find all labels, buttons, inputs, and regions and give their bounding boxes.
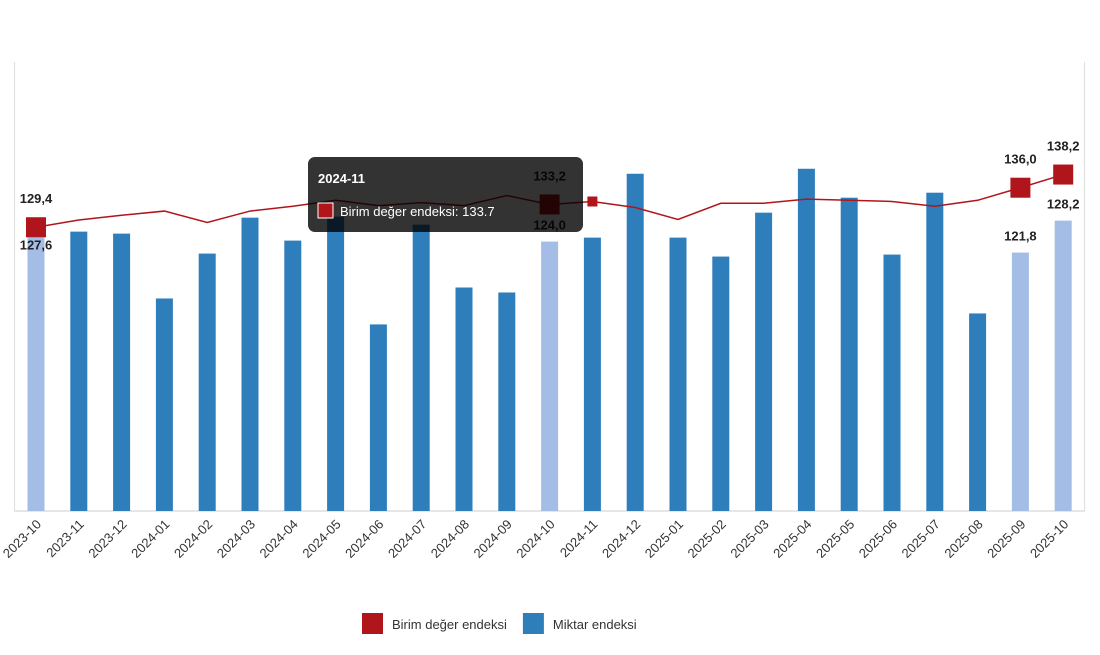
bar xyxy=(626,173,644,512)
legend-label: Miktar endeksi xyxy=(553,617,637,632)
tooltip-text: Birim değer endeksi: 133.7 xyxy=(340,204,495,219)
x-tick-label: 2025-09 xyxy=(984,517,1028,561)
x-tick-label: 2024-10 xyxy=(513,517,557,561)
line-marker xyxy=(1053,164,1074,185)
bar xyxy=(969,313,987,511)
bar xyxy=(883,254,901,511)
x-tick-label: 2025-03 xyxy=(727,517,771,561)
tooltip-swatch xyxy=(317,202,334,219)
x-tick-label: 2024-03 xyxy=(214,517,258,561)
x-tick-label: 2024-07 xyxy=(385,517,429,561)
bar xyxy=(541,241,559,511)
data-label: 128,2 xyxy=(1047,197,1080,212)
x-tick-label: 2024-06 xyxy=(342,517,386,561)
x-tick-label: 2025-07 xyxy=(899,517,943,561)
bar xyxy=(669,237,687,511)
line-marker xyxy=(1010,177,1031,198)
x-tick-label: 2023-12 xyxy=(85,517,129,561)
bar xyxy=(284,240,302,511)
x-tick-label: 2025-08 xyxy=(941,517,985,561)
bar xyxy=(369,324,387,511)
bar xyxy=(198,253,216,511)
data-label: 138,2 xyxy=(1047,139,1080,154)
x-tick-label: 2025-01 xyxy=(642,517,686,561)
bar xyxy=(840,197,858,511)
bar xyxy=(27,223,45,511)
bar xyxy=(498,292,516,511)
legend-swatch xyxy=(522,613,544,634)
bar xyxy=(583,237,601,511)
bar xyxy=(327,216,345,511)
tooltip-title: 2024-11 xyxy=(318,171,365,186)
data-label: 127,6 xyxy=(20,238,53,253)
x-tick-label: 2024-02 xyxy=(171,517,215,561)
x-tick-label: 2025-10 xyxy=(1027,517,1071,561)
data-label: 136,0 xyxy=(1004,152,1037,167)
bar xyxy=(113,233,131,511)
legend-label: Birim değer endeksi xyxy=(392,617,507,632)
x-tick-label: 2024-11 xyxy=(557,517,601,561)
bar xyxy=(926,192,944,511)
bar xyxy=(1054,220,1072,511)
line-marker xyxy=(26,217,46,238)
x-tick-label: 2025-04 xyxy=(770,517,814,561)
legend-swatch xyxy=(362,613,383,634)
data-label: 121,8 xyxy=(1004,229,1037,244)
bar xyxy=(712,256,730,511)
x-tick-label: 2024-08 xyxy=(428,517,472,561)
bar xyxy=(755,212,773,512)
bar xyxy=(70,231,88,511)
data-label: 129,4 xyxy=(20,191,53,206)
bar xyxy=(155,298,173,511)
bar xyxy=(797,168,815,512)
bar xyxy=(412,224,430,512)
x-tick-label: 2024-12 xyxy=(599,517,643,561)
x-tick-label: 2023-11 xyxy=(43,517,87,561)
bar xyxy=(241,217,259,512)
x-tick-label: 2024-01 xyxy=(128,517,172,561)
x-tick-label: 2025-05 xyxy=(813,517,857,561)
bar xyxy=(1011,252,1029,511)
hover-marker xyxy=(587,196,598,207)
x-tick-label: 2025-02 xyxy=(685,517,729,561)
x-tick-label: 2025-06 xyxy=(856,517,900,561)
x-tick-label: 2024-09 xyxy=(471,517,515,561)
x-tick-label: 2024-04 xyxy=(257,517,301,561)
tooltip-box xyxy=(308,157,583,232)
tooltip: 2024-11 Birim değer endeksi: 133.7 xyxy=(308,157,583,232)
bar xyxy=(455,287,473,511)
x-tick-label: 2024-05 xyxy=(299,517,343,561)
x-tick-label: 2023-10 xyxy=(0,517,44,561)
